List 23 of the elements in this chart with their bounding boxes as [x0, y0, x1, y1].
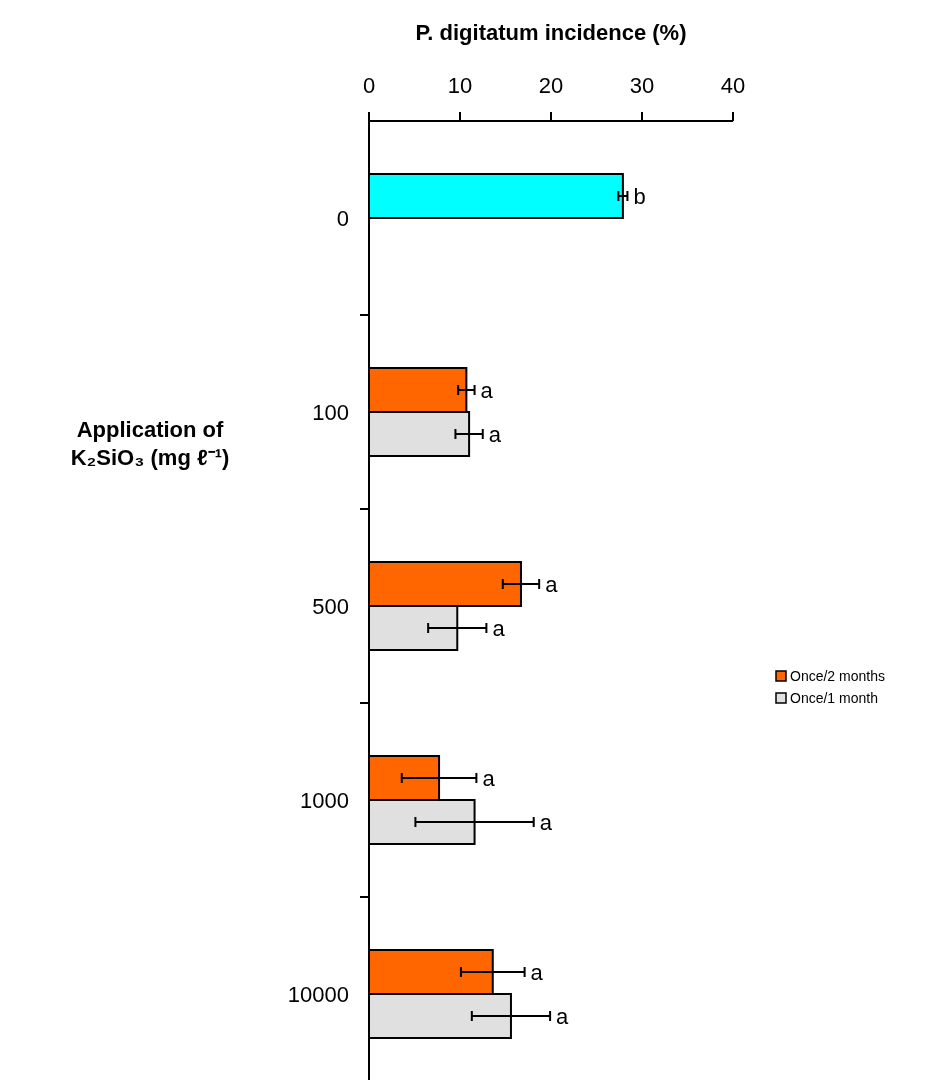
legend-label: Once/1 month [790, 689, 878, 706]
x-tick-label: 20 [538, 73, 564, 98]
data-label: a [539, 809, 553, 835]
y-tick-label: 1000 [300, 787, 349, 813]
data-label: a [492, 615, 506, 641]
data-label: a [482, 765, 496, 791]
y-tick-label: 0 [336, 205, 349, 231]
data-label: b [633, 183, 646, 209]
data-label: a [488, 421, 502, 447]
data-label: a [556, 1003, 570, 1029]
y-tick-label: 500 [312, 593, 349, 619]
data-label: a [545, 571, 559, 597]
legend-label: Once/2 months [790, 667, 885, 684]
y-tick-label: 100 [312, 399, 349, 425]
y-axis-title: Application of K₂SiO₃ (mg ℓ⁻¹) [70, 417, 230, 470]
data-label: a [480, 377, 494, 403]
x-tick-label: 30 [629, 73, 655, 98]
x-tick-label: 0 [362, 73, 376, 98]
x-axis-title: P. digitatum incidence (%) [415, 20, 687, 45]
x-tick-label: 10 [447, 73, 473, 98]
x-tick-label: 40 [720, 73, 746, 98]
y-tick-label: 10000 [287, 981, 349, 1007]
data-label: a [530, 959, 544, 985]
